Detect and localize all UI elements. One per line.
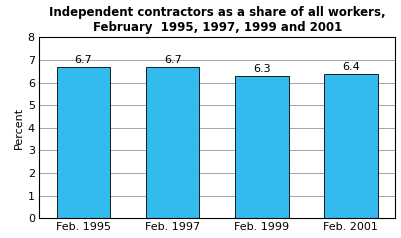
Bar: [235, 76, 289, 218]
Text: 6.7: 6.7: [75, 55, 93, 65]
Text: 6.3: 6.3: [253, 64, 271, 74]
Y-axis label: Percent: Percent: [14, 107, 24, 149]
Title: Independent contractors as a share of all workers,
February  1995, 1997, 1999 an: Independent contractors as a share of al…: [49, 5, 385, 34]
Text: 6.4: 6.4: [342, 62, 360, 72]
Bar: [57, 67, 110, 218]
Bar: [324, 74, 378, 218]
Bar: [146, 67, 199, 218]
Text: 6.7: 6.7: [164, 55, 182, 65]
